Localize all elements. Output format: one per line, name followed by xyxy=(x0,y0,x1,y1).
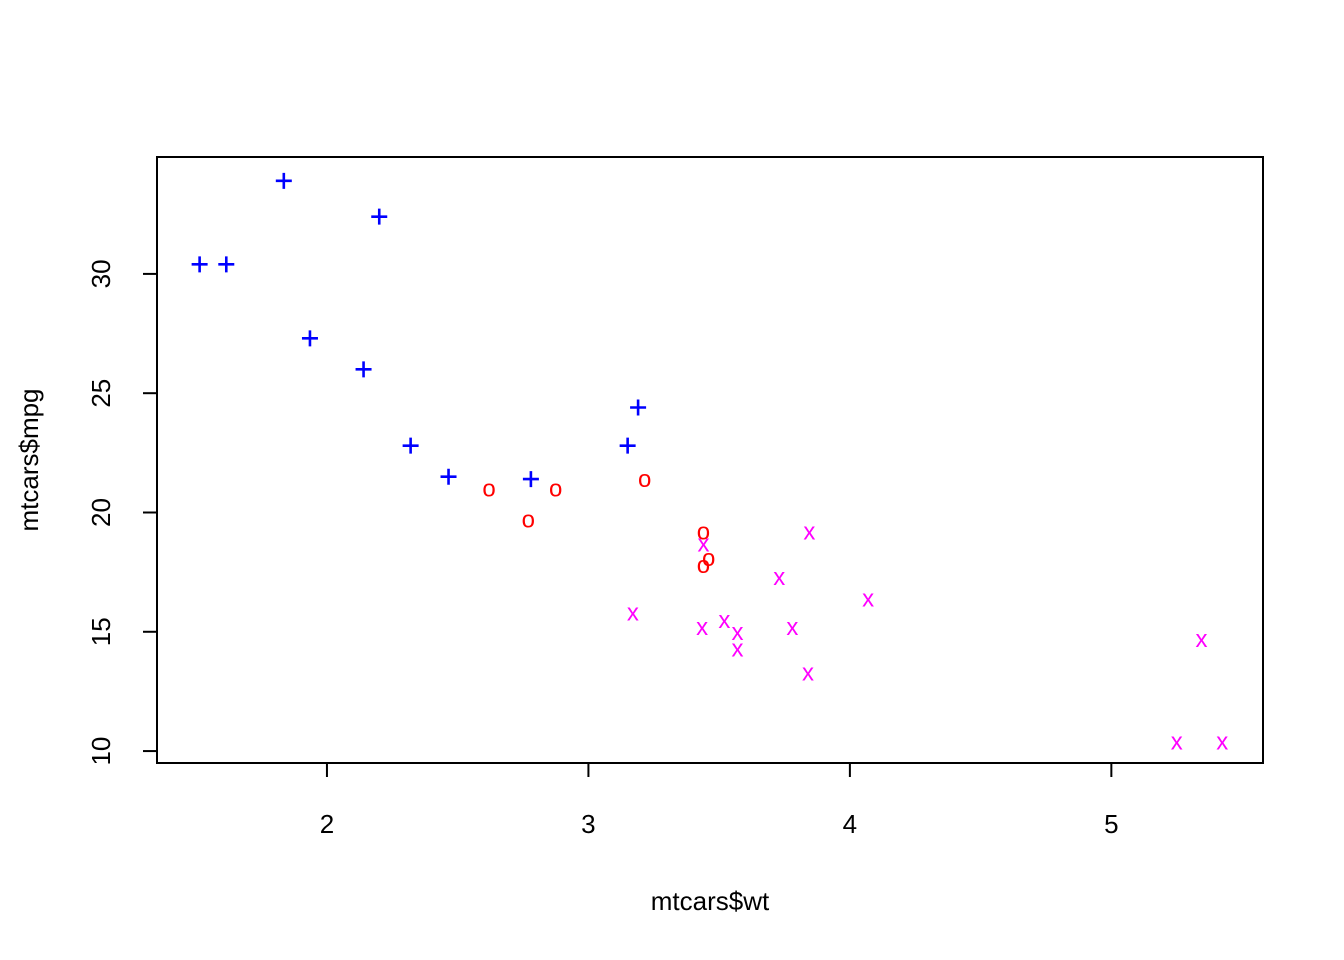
data-point xyxy=(630,399,647,416)
data-point xyxy=(191,256,208,273)
data-point xyxy=(440,468,457,485)
data-point: o xyxy=(702,545,715,572)
x-tick-label: 3 xyxy=(581,809,595,839)
y-tick-label: 30 xyxy=(86,259,116,288)
data-point: x xyxy=(718,607,730,634)
series-0 xyxy=(191,172,647,488)
data-point xyxy=(522,471,539,488)
data-point: o xyxy=(549,476,562,503)
data-point xyxy=(301,330,318,347)
data-point: x xyxy=(1216,729,1228,756)
data-point: o xyxy=(522,507,535,534)
data-point: x xyxy=(697,531,709,558)
y-tick-label: 10 xyxy=(86,737,116,766)
data-point: x xyxy=(731,619,743,646)
data-point: o xyxy=(638,466,651,493)
x-axis: 2 3 4 5 xyxy=(320,762,1119,839)
x-tick-label: 2 xyxy=(320,809,334,839)
y-axis-label: mtcars$mpg xyxy=(14,388,44,531)
data-point xyxy=(355,361,372,378)
data-point: x xyxy=(731,635,743,662)
y-axis: 10 15 20 25 30 xyxy=(86,259,158,766)
y-tick-label: 15 xyxy=(86,617,116,646)
data-point: x xyxy=(627,600,639,627)
y-tick-label: 20 xyxy=(86,498,116,527)
data-point xyxy=(402,437,419,454)
data-point xyxy=(619,437,636,454)
data-point: x xyxy=(1196,626,1208,653)
data-point: x xyxy=(786,614,798,641)
data-point: x xyxy=(1171,729,1183,756)
y-tick-label: 25 xyxy=(86,379,116,408)
data-point xyxy=(371,208,388,225)
data-point: x xyxy=(696,614,708,641)
data-point: x xyxy=(773,564,785,591)
data-point: o xyxy=(697,519,710,546)
data-point: x xyxy=(862,585,874,612)
x-tick-label: 5 xyxy=(1104,809,1118,839)
data-point: o xyxy=(697,552,710,579)
data-point: x xyxy=(802,659,814,686)
data-point: o xyxy=(482,476,495,503)
x-axis-label: mtcars$wt xyxy=(651,886,770,916)
data-point xyxy=(218,256,235,273)
x-tick-label: 4 xyxy=(843,809,857,839)
data-point xyxy=(275,172,292,189)
data-point: x xyxy=(803,519,815,546)
